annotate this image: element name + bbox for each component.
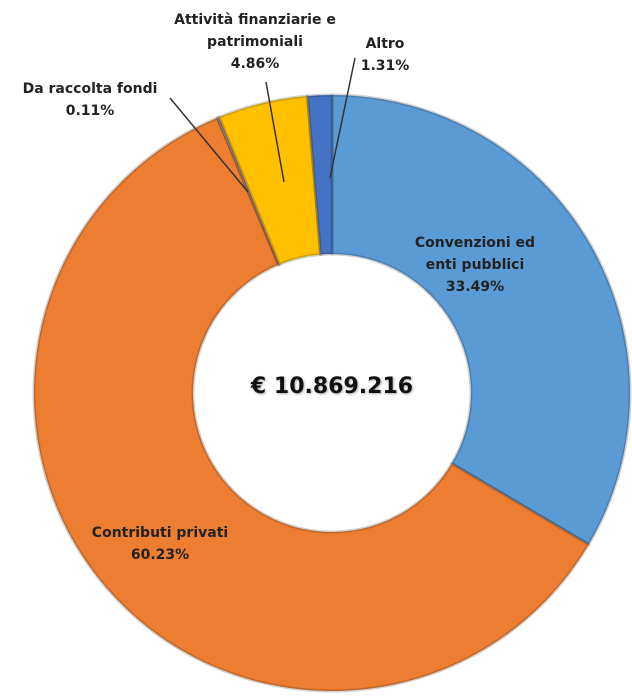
leader-line (265, 81, 285, 183)
category-label: Da raccolta fondi (22, 81, 158, 97)
category-label: Altro (365, 36, 405, 52)
value-label: 33.49% (445, 279, 505, 295)
donut-slice (215, 115, 281, 267)
donut-slice (32, 116, 591, 693)
value-label: 60.23% (130, 547, 190, 563)
center-label: € 10.869.216 (250, 374, 414, 399)
value-label: 1.31% (360, 58, 410, 74)
leader-line (169, 97, 249, 193)
value-label: 0.11% (65, 103, 115, 119)
category-label: Convenzioni ed enti pubblici (414, 235, 536, 273)
donut-slice (330, 93, 632, 547)
leader-line (329, 57, 356, 179)
donut-slice (217, 94, 323, 266)
slice-label: Da raccolta fondi 0.11% (5, 78, 175, 122)
slice-label: Attività finanziarie e patrimoniali 4.86… (160, 9, 350, 75)
slice-label: Convenzioni ed enti pubblici 33.49% (400, 232, 550, 298)
category-label: Attività finanziarie e patrimoniali (174, 12, 336, 50)
category-label: Contributi privati (91, 525, 229, 541)
donut-slice (305, 93, 334, 256)
slice-label: Altro 1.31% (350, 33, 420, 77)
value-label: 4.86% (230, 56, 280, 72)
slice-label: Contributi privati 60.23% (70, 522, 250, 566)
wedges (32, 93, 632, 693)
